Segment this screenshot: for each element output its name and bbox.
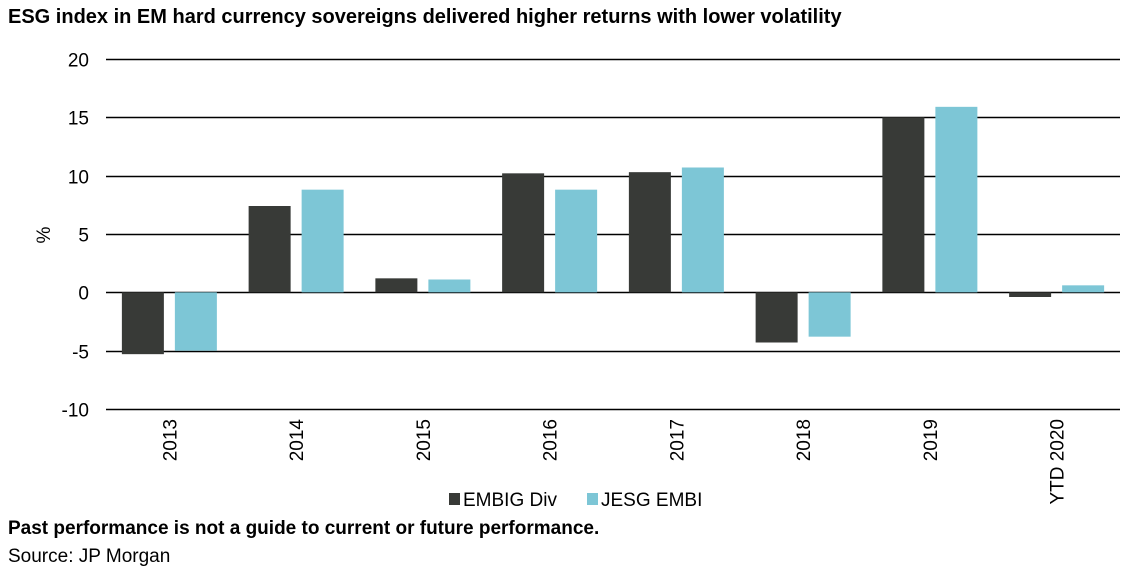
legend-label: JESG EMBI — [601, 490, 702, 511]
x-axis-ticks: 2013 2014 2015 2016 2017 2018 2019 YTD 2020 — [160, 419, 1068, 505]
bar — [301, 189, 344, 293]
chart-title: ESG index in EM hard currency sovereigns… — [8, 6, 842, 28]
y-tick-label: 10 — [68, 168, 89, 189]
bar — [628, 172, 671, 293]
legend-label: EMBIG Div — [463, 490, 557, 511]
bar — [248, 206, 291, 293]
bar — [555, 189, 598, 293]
bar — [755, 292, 798, 343]
y-tick-label: -5 — [72, 343, 89, 364]
legend: EMBIG Div JESG EMBI — [449, 490, 702, 511]
bar — [1062, 285, 1105, 293]
legend-swatch — [587, 493, 598, 505]
bar — [121, 292, 164, 355]
bar — [174, 292, 217, 351]
bar — [808, 292, 851, 337]
bar — [935, 106, 978, 293]
y-tick-label: -10 — [62, 401, 89, 422]
x-tick-label: 2014 — [287, 419, 308, 462]
x-tick-label: 2017 — [667, 419, 688, 461]
bar — [375, 278, 418, 293]
bar — [882, 117, 925, 293]
y-axis-ticks: 20 15 10 5 0 -5 -10 — [62, 51, 89, 422]
bar — [428, 279, 471, 293]
y-tick-label: 15 — [68, 109, 89, 130]
bar — [1009, 292, 1052, 297]
bar — [502, 173, 545, 293]
y-tick-label: 5 — [78, 226, 89, 247]
x-tick-label: YTD 2020 — [1048, 419, 1069, 505]
x-tick-label: 2013 — [160, 419, 181, 461]
source-note: Source: JP Morgan — [8, 546, 171, 567]
y-axis-label: % — [34, 226, 55, 243]
x-tick-label: 2015 — [414, 419, 435, 461]
y-tick-label: 20 — [68, 51, 89, 72]
bar — [681, 167, 724, 293]
x-tick-label: 2018 — [794, 419, 815, 461]
x-tick-label: 2016 — [541, 419, 562, 461]
disclaimer-note: Past performance is not a guide to curre… — [8, 518, 600, 539]
legend-swatch — [449, 493, 460, 505]
x-tick-label: 2019 — [921, 419, 942, 461]
y-tick-label: 0 — [78, 284, 89, 305]
bars — [121, 106, 1105, 355]
